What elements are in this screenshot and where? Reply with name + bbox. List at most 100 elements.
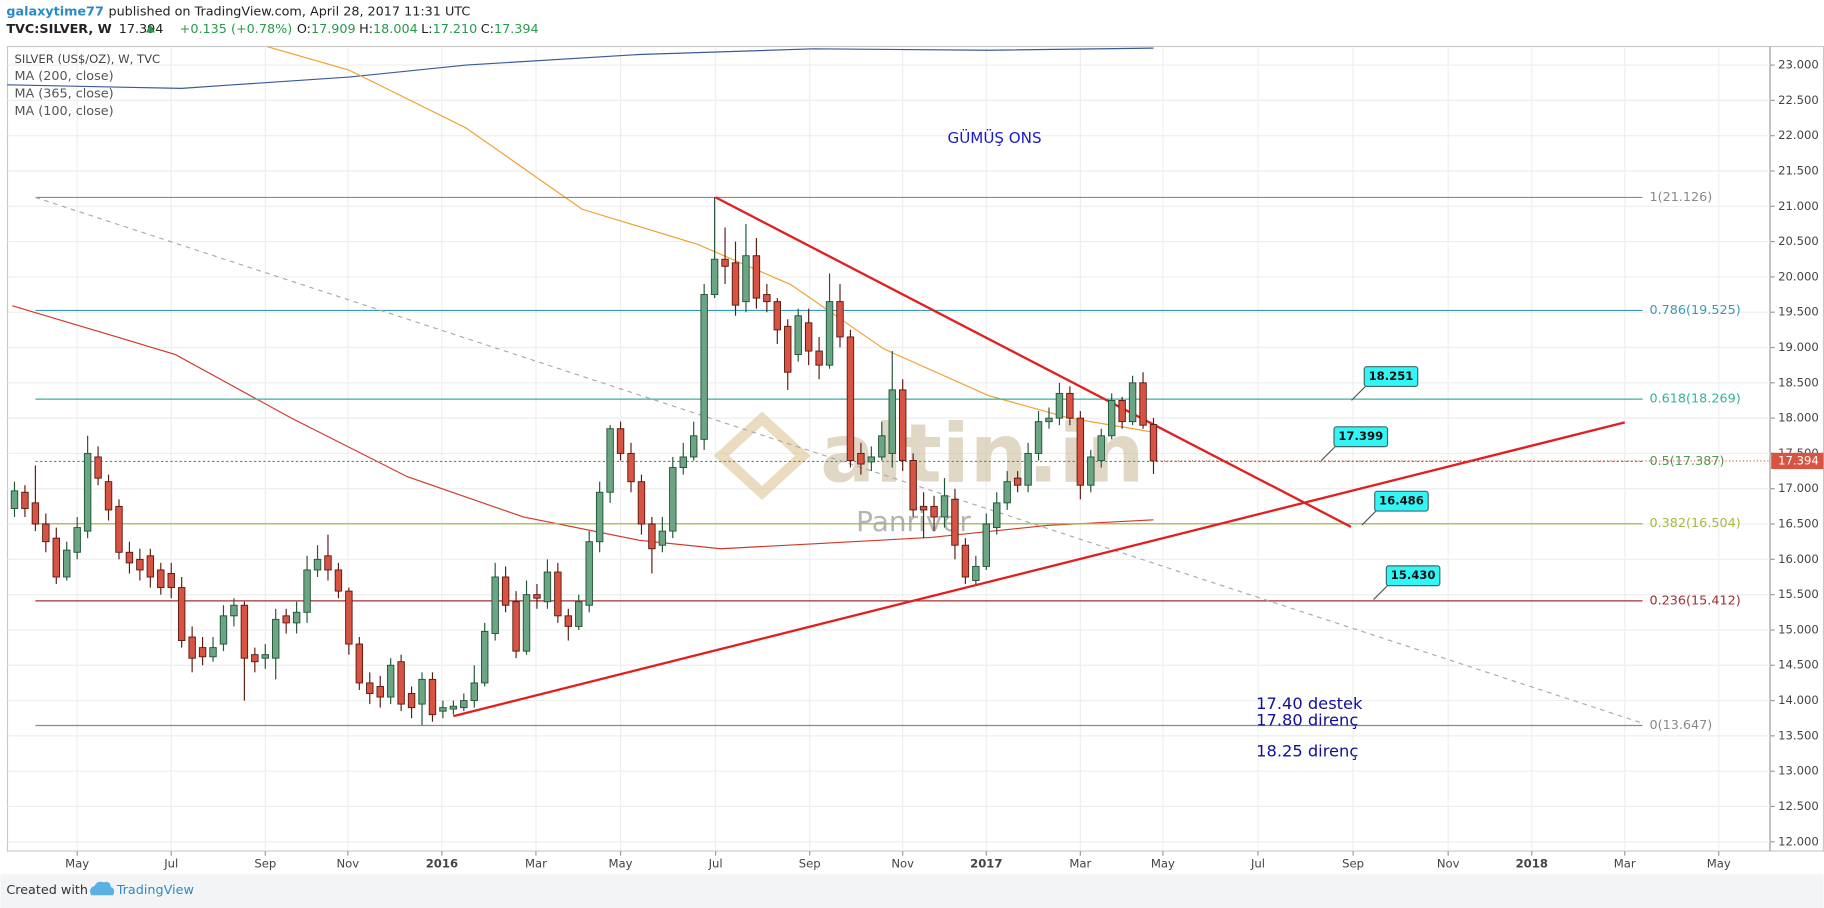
y-tick-label: 19.500 xyxy=(1778,305,1819,319)
candle-body xyxy=(10,490,19,509)
candle-body xyxy=(470,682,478,702)
candle-body xyxy=(1118,400,1126,423)
candle-body xyxy=(951,498,959,546)
x-tick-label: May xyxy=(1151,856,1175,870)
y-tick-label: 18.500 xyxy=(1778,375,1819,389)
candle-body xyxy=(867,456,876,463)
candle-body xyxy=(481,630,489,684)
footer-brand[interactable]: TradingView xyxy=(116,883,194,898)
fib-level-label: 0.618(18.269) xyxy=(1649,392,1740,407)
y-tick-label: 12.000 xyxy=(1778,834,1819,848)
candle-body xyxy=(272,618,280,659)
candle-body xyxy=(407,693,416,709)
candle-body xyxy=(177,587,186,642)
header: galaxytime77 published on TradingView.com… xyxy=(6,4,470,19)
watermark-logo xyxy=(713,411,811,501)
annotation: 17.80 direnç xyxy=(1256,710,1358,729)
candle-body xyxy=(230,604,238,617)
callout-box xyxy=(1374,490,1429,512)
close: 17.394 xyxy=(494,22,539,37)
candle-body xyxy=(658,530,667,546)
candle-body xyxy=(1097,435,1105,461)
candle-body xyxy=(104,481,113,511)
annotation: 17.40 destek xyxy=(1256,694,1363,713)
candle-body xyxy=(345,590,353,645)
close-label: C: xyxy=(481,22,494,37)
candle-body xyxy=(146,555,155,578)
y-tick-label: 16.500 xyxy=(1778,517,1819,531)
x-tick-label: Mar xyxy=(525,856,547,870)
x-tick-label: Jul xyxy=(1250,856,1265,870)
candle-body xyxy=(595,491,604,543)
legend-entry: MA (100, close) xyxy=(14,104,113,119)
candle-body xyxy=(188,636,196,659)
x-tick-label: Nov xyxy=(1437,856,1460,870)
y-tick-label: 13.500 xyxy=(1778,728,1819,742)
candle-body xyxy=(648,523,656,550)
candle-body xyxy=(898,389,907,461)
candle-body xyxy=(136,558,144,571)
x-tick-label: Sep xyxy=(1342,856,1364,870)
candle-body xyxy=(742,255,750,303)
candle-body xyxy=(909,460,917,511)
callout-pointer xyxy=(1320,446,1336,461)
candle-body xyxy=(1139,382,1147,426)
x-tick-label: May xyxy=(609,856,633,870)
y-tick-label: 20.000 xyxy=(1778,269,1819,283)
candle-body xyxy=(198,647,207,658)
candle-body xyxy=(157,569,165,589)
candle-body xyxy=(125,551,134,564)
fib-level-label: 0.236(15.412) xyxy=(1649,593,1740,608)
y-tick-label: 18.000 xyxy=(1778,411,1819,425)
candle-body xyxy=(83,452,92,532)
x-tick-label: Jul xyxy=(708,856,723,870)
moving-average xyxy=(7,47,1154,89)
candle-body xyxy=(961,544,970,578)
candle-body xyxy=(1087,456,1095,486)
open: 17.909 xyxy=(311,22,356,37)
candle-body xyxy=(846,336,855,461)
x-tick-label: 2016 xyxy=(426,856,458,870)
candle-body xyxy=(1034,421,1043,454)
callout-pointer xyxy=(1373,585,1388,601)
candle-body xyxy=(836,301,844,338)
y-tick-label: 23.000 xyxy=(1778,58,1819,72)
y-tick-label: 19.000 xyxy=(1778,340,1819,354)
callout-label: 18.251 xyxy=(1369,369,1414,383)
candle-body xyxy=(543,571,552,603)
watermark-text: altin.in xyxy=(820,407,1144,502)
candle-body xyxy=(606,428,614,493)
candle-body xyxy=(857,452,865,465)
candle-body xyxy=(1013,477,1022,486)
candle-body xyxy=(251,654,259,663)
low: 17.210 xyxy=(433,22,478,37)
author[interactable]: galaxytime77 xyxy=(6,4,103,19)
candle-body xyxy=(710,258,719,296)
candle-body xyxy=(282,615,290,624)
callout-label: 16.486 xyxy=(1379,494,1424,508)
candle-body xyxy=(679,456,687,469)
candle-body xyxy=(585,541,593,606)
annotation: GÜMÜŞ ONS xyxy=(948,128,1042,147)
legend-entry: MA (365, close) xyxy=(14,87,113,102)
trend-line xyxy=(453,421,1626,718)
candle-body xyxy=(794,315,802,356)
candle-body xyxy=(21,491,29,509)
y-tick-label: 21.500 xyxy=(1778,163,1819,177)
candle-body xyxy=(930,505,938,518)
candle-body xyxy=(784,325,792,373)
candle-body xyxy=(219,615,228,645)
x-tick-label: 2018 xyxy=(1516,856,1548,870)
high-label: H: xyxy=(359,22,373,37)
candle-body xyxy=(993,502,1001,529)
last-price-box xyxy=(1771,452,1824,470)
y-tick-label: 13.000 xyxy=(1778,764,1819,778)
change: +0.135 (+0.78%) xyxy=(180,22,293,37)
legend-entry: MA (200, close) xyxy=(14,69,113,84)
candle-body xyxy=(616,428,625,454)
candle-body xyxy=(303,569,311,613)
fib-level-label: 0.786(19.525) xyxy=(1649,303,1740,318)
plot-frame xyxy=(6,45,1824,852)
candle-body xyxy=(1076,417,1085,486)
candle-body xyxy=(209,647,217,658)
